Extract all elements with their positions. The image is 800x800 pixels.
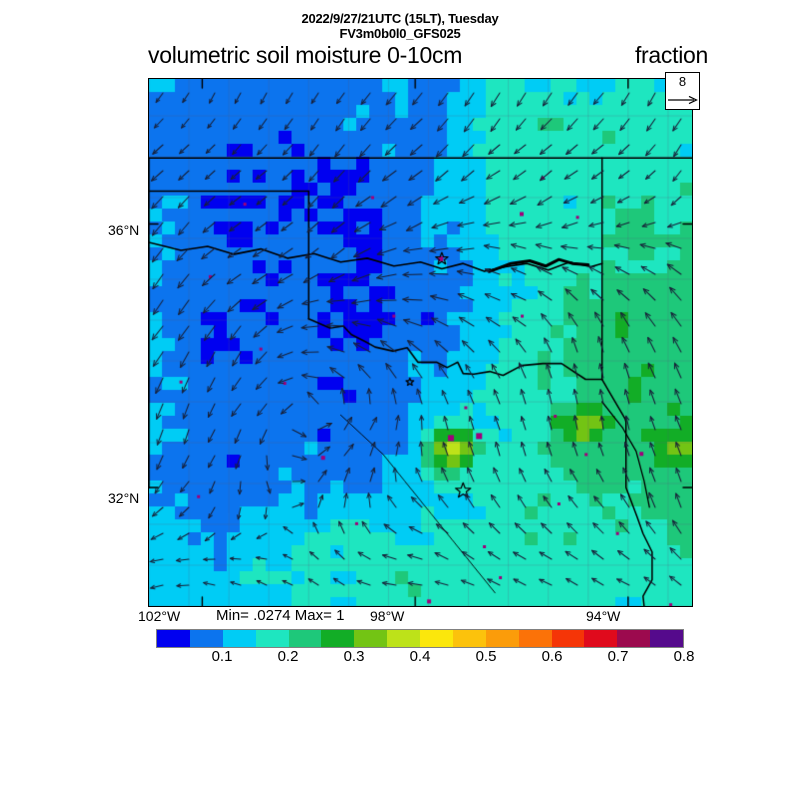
colorbar-segment [387, 630, 420, 647]
colorbar-segment [321, 630, 355, 647]
axis-label-lat-32n: 32°N [108, 490, 140, 506]
colorbar-segment [222, 630, 256, 647]
arrow-right-icon [668, 95, 698, 105]
colorbar-segment [288, 630, 322, 647]
title-datetime: 2022/9/27/21UTC (15LT), Tuesday [301, 11, 499, 26]
axis-label-lon-102w: 102°W [138, 608, 181, 624]
reference-vector-value: 8 [678, 74, 687, 89]
colorbar-segment [551, 630, 585, 647]
colorbar-tick-label: 0.6 [541, 648, 563, 665]
map-plot-area [148, 78, 693, 607]
colorbar-segment [485, 630, 519, 647]
axis-label-lon-98w: 98°W [370, 608, 405, 624]
minmax-statistics-label: Min= .0274 Max= 1 [216, 607, 345, 624]
page-title: volumetric soil moisture 0-10cm [148, 42, 463, 68]
colorbar-segment [617, 630, 651, 647]
colorbar-segment [452, 630, 486, 647]
colorbar-tick-label: 0.3 [343, 648, 365, 665]
colorbar-segment [354, 630, 388, 647]
axis-label-lon-94w: 94°W [586, 608, 621, 624]
title-model: FV3m0b0l0_GFS025 [339, 26, 461, 41]
axis-label-lat-36n: 36°N [108, 222, 140, 238]
units-label: fraction [634, 42, 708, 68]
colorbar [156, 629, 684, 648]
colorbar-tick-label: 0.8 [673, 648, 695, 665]
colorbar-tick-label: 0.5 [475, 648, 497, 665]
colorbar-segment [420, 630, 453, 647]
colorbar-segment [255, 630, 289, 647]
colorbar-segment [518, 630, 552, 647]
colorbar-tick-label: 0.4 [409, 648, 431, 665]
colorbar-segment [584, 630, 618, 647]
colorbar-tick-label: 0.1 [211, 648, 233, 665]
colorbar-segment [157, 630, 190, 647]
map-raster-canvas [149, 79, 692, 606]
colorbar-tick-label: 0.2 [277, 648, 299, 665]
colorbar-segment [189, 630, 223, 647]
colorbar-segment [650, 630, 683, 647]
colorbar-tick-labels: 0.1 0.2 0.3 0.4 0.5 0.6 0.7 0.8 [156, 648, 695, 668]
reference-vector-legend: 8 [665, 72, 700, 110]
colorbar-tick-label: 0.7 [607, 648, 629, 665]
